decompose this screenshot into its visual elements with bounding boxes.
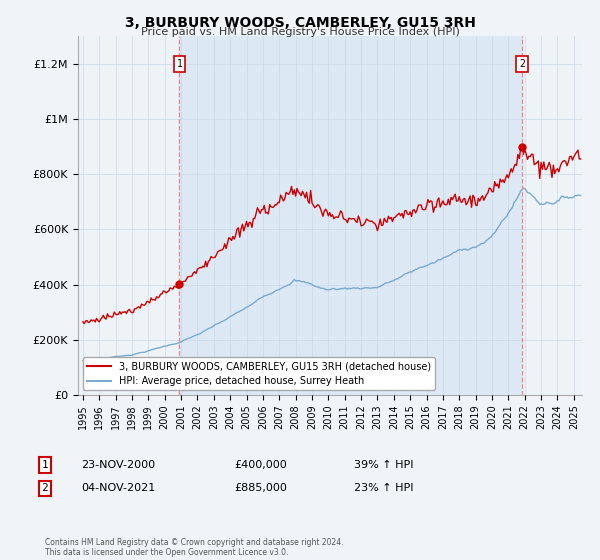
Text: Price paid vs. HM Land Registry's House Price Index (HPI): Price paid vs. HM Land Registry's House …	[140, 27, 460, 37]
Text: £885,000: £885,000	[234, 483, 287, 493]
Bar	[179, 36, 522, 395]
Text: 3, BURBURY WOODS, CAMBERLEY, GU15 3RH: 3, BURBURY WOODS, CAMBERLEY, GU15 3RH	[125, 16, 475, 30]
Text: Contains HM Land Registry data © Crown copyright and database right 2024.
This d: Contains HM Land Registry data © Crown c…	[45, 538, 343, 557]
Text: 04-NOV-2021: 04-NOV-2021	[81, 483, 155, 493]
Text: 2: 2	[41, 483, 49, 493]
Text: 23-NOV-2000: 23-NOV-2000	[81, 460, 155, 470]
Text: 2: 2	[520, 59, 525, 69]
Text: 1: 1	[41, 460, 49, 470]
Text: £400,000: £400,000	[234, 460, 287, 470]
Text: 39% ↑ HPI: 39% ↑ HPI	[354, 460, 413, 470]
Legend: 3, BURBURY WOODS, CAMBERLEY, GU15 3RH (detached house), HPI: Average price, deta: 3, BURBURY WOODS, CAMBERLEY, GU15 3RH (d…	[83, 357, 435, 390]
Text: 1: 1	[176, 59, 182, 69]
Text: 23% ↑ HPI: 23% ↑ HPI	[354, 483, 413, 493]
